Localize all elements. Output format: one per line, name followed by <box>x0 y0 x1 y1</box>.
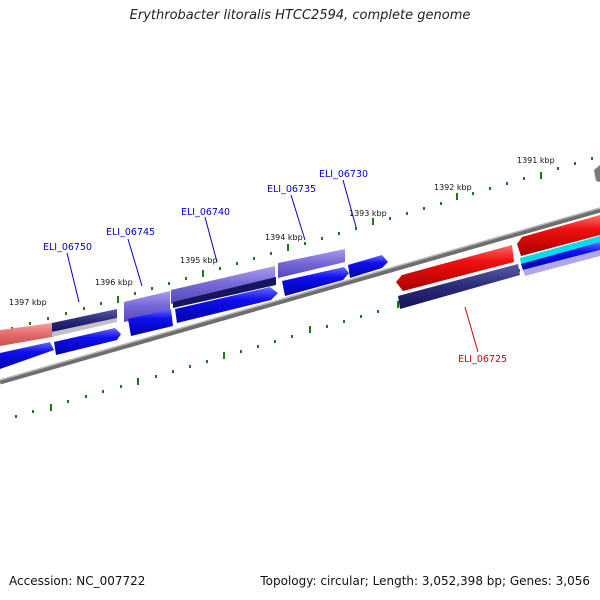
kbp-label: 1395 kbp <box>180 256 218 265</box>
kbp-label: 1396 kbp <box>95 278 133 287</box>
reverse-gene-arrow <box>396 245 514 291</box>
forward-genes <box>0 255 388 369</box>
kbp-label: 1394 kbp <box>265 233 303 242</box>
forward-gene-arrow <box>128 309 173 336</box>
dark-gc-band <box>173 277 276 308</box>
light-gc-segment-2 <box>171 266 275 304</box>
kbp-label: 1397 kbp <box>9 298 47 307</box>
gene-label: ELI_06740 <box>181 207 230 218</box>
pink-gene-segment <box>0 323 52 346</box>
forward-gene-arrow <box>175 287 278 323</box>
kbp-label: 1391 kbp <box>517 156 555 165</box>
gene-label: ELI_06750 <box>43 242 92 253</box>
forward-gene-arrow <box>54 328 121 355</box>
gene-label: ELI_06745 <box>106 227 155 238</box>
forward-gene-arrow <box>348 255 388 278</box>
gene-label: ELI_06735 <box>267 184 316 195</box>
dark-gc-segment-right <box>398 264 520 309</box>
gene-label: ELI_06730 <box>319 169 368 180</box>
cyan-track-segment <box>520 236 600 264</box>
light-gc-segment-right <box>523 250 600 276</box>
grey-gc-segment <box>52 318 117 337</box>
dark-gc-segment <box>52 309 117 332</box>
kbp-label: 1393 kbp <box>349 209 387 218</box>
topology-text: Topology: circular; Length: 3,052,398 bp… <box>260 574 590 588</box>
grey-gene-stub <box>594 165 600 182</box>
light-gc-segment-3 <box>278 249 345 278</box>
gene-label: ELI_06725 <box>458 354 507 365</box>
reverse-gene-arrow <box>517 215 600 256</box>
forward-gene-arrow-right <box>521 242 600 270</box>
forward-gene-arrow <box>282 267 349 296</box>
accession-text: Accession: NC_007722 <box>9 574 146 588</box>
gene-label-leaders <box>66 179 479 353</box>
outer-tick-ring <box>11 157 593 330</box>
genome-backbone <box>0 165 600 385</box>
kbp-label: 1392 kbp <box>434 183 472 192</box>
map-title: Erythrobacter litoralis HTCC2594, comple… <box>129 8 471 23</box>
forward-gene-arrow <box>0 342 54 369</box>
reverse-genes <box>396 215 600 309</box>
